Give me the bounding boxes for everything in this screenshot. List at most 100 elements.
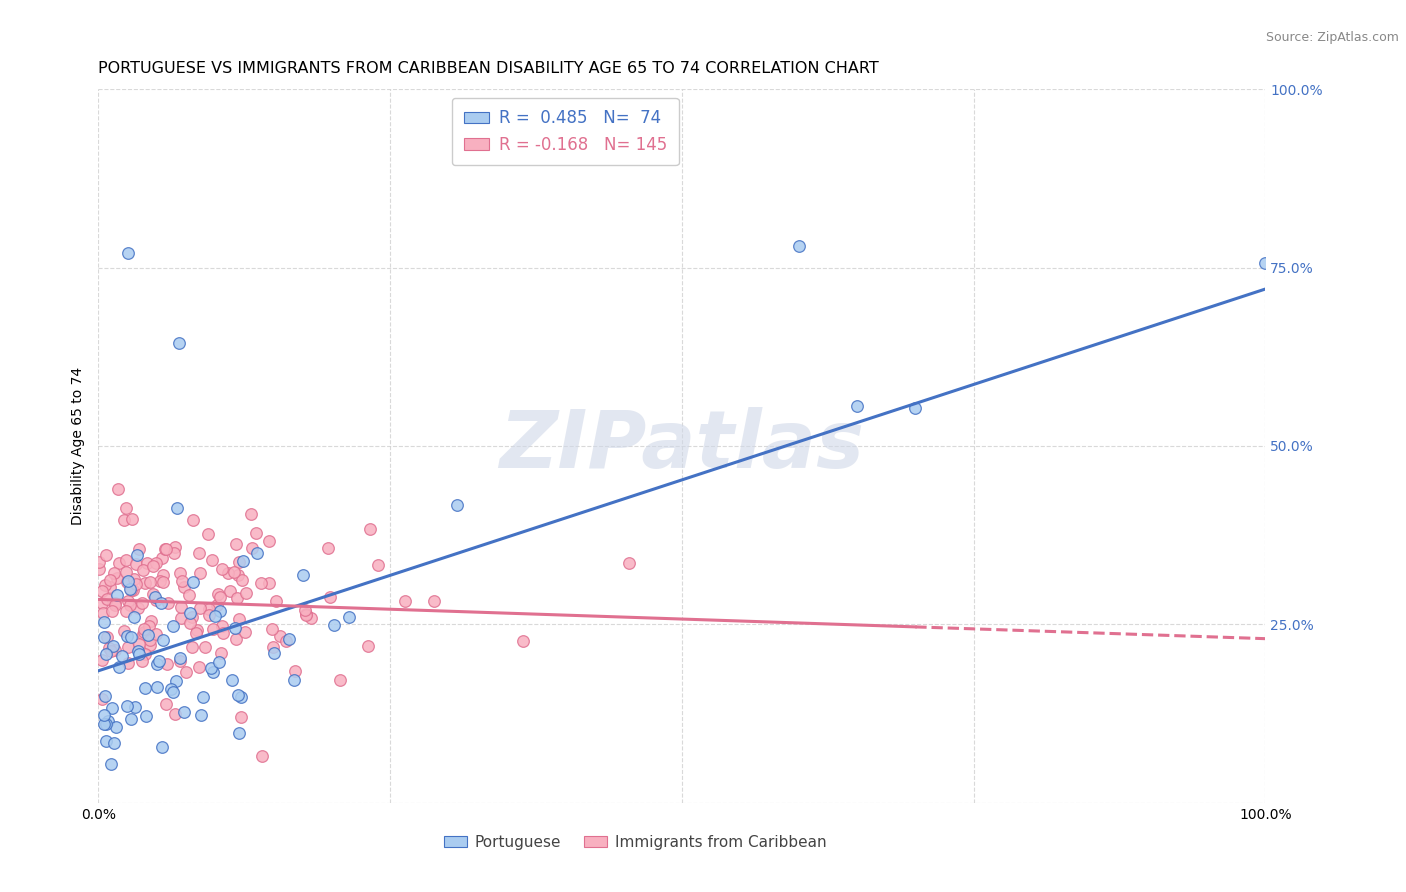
Point bbox=[149, 596, 172, 610]
Point bbox=[98, 573, 121, 587]
Point bbox=[149, 574, 172, 589]
Point bbox=[204, 609, 226, 624]
Point bbox=[231, 690, 253, 705]
Point bbox=[173, 580, 195, 594]
Point bbox=[207, 587, 229, 601]
Point bbox=[94, 689, 117, 703]
Point bbox=[107, 556, 129, 570]
Point bbox=[337, 610, 360, 624]
Point bbox=[117, 594, 139, 608]
Point bbox=[228, 555, 250, 569]
Point bbox=[277, 632, 299, 646]
Point bbox=[184, 626, 207, 640]
Point bbox=[145, 627, 167, 641]
Point bbox=[128, 637, 150, 651]
Point bbox=[226, 591, 249, 605]
Point bbox=[512, 634, 534, 648]
Point bbox=[846, 400, 869, 414]
Point bbox=[132, 625, 155, 640]
Point bbox=[219, 583, 242, 598]
Point bbox=[121, 511, 143, 525]
Point bbox=[211, 562, 233, 576]
Point bbox=[226, 688, 249, 702]
Point bbox=[93, 716, 115, 731]
Point bbox=[93, 615, 115, 629]
Point bbox=[115, 500, 138, 515]
Point bbox=[89, 555, 111, 569]
Point bbox=[205, 598, 228, 612]
Point bbox=[152, 574, 174, 589]
Point bbox=[104, 643, 127, 657]
Point bbox=[96, 630, 118, 644]
Point bbox=[115, 604, 138, 618]
Point bbox=[228, 612, 250, 626]
Point bbox=[169, 651, 191, 665]
Point bbox=[136, 556, 159, 570]
Point bbox=[167, 335, 190, 350]
Point bbox=[186, 624, 208, 638]
Point bbox=[212, 625, 235, 640]
Point bbox=[100, 757, 122, 772]
Point bbox=[194, 640, 217, 654]
Point bbox=[96, 734, 118, 748]
Point bbox=[177, 588, 200, 602]
Point bbox=[96, 591, 118, 606]
Point bbox=[128, 542, 150, 557]
Text: ZIPatlas: ZIPatlas bbox=[499, 407, 865, 485]
Point bbox=[142, 558, 165, 573]
Point bbox=[328, 673, 350, 688]
Point bbox=[180, 640, 202, 654]
Point bbox=[224, 621, 246, 635]
Point bbox=[318, 590, 340, 604]
Point bbox=[98, 580, 121, 594]
Point bbox=[104, 596, 127, 610]
Point bbox=[139, 615, 162, 629]
Point bbox=[105, 720, 128, 734]
Point bbox=[228, 726, 250, 740]
Point bbox=[163, 546, 186, 560]
Point bbox=[200, 661, 222, 675]
Point bbox=[100, 644, 122, 658]
Point bbox=[132, 622, 155, 636]
Point bbox=[233, 625, 256, 640]
Point bbox=[191, 690, 214, 704]
Point bbox=[120, 630, 142, 644]
Point bbox=[264, 594, 287, 608]
Point bbox=[250, 749, 273, 764]
Point bbox=[246, 546, 269, 560]
Point bbox=[179, 615, 201, 630]
Point bbox=[208, 655, 231, 669]
Point bbox=[103, 566, 125, 581]
Point bbox=[90, 692, 112, 706]
Point bbox=[117, 574, 139, 589]
Point bbox=[359, 522, 381, 536]
Point bbox=[115, 552, 138, 566]
Point bbox=[131, 654, 153, 668]
Point bbox=[104, 598, 127, 612]
Point bbox=[155, 697, 177, 711]
Point bbox=[94, 578, 117, 592]
Point bbox=[165, 707, 187, 722]
Point bbox=[187, 546, 209, 560]
Point bbox=[131, 596, 153, 610]
Point bbox=[188, 600, 211, 615]
Point bbox=[134, 575, 156, 590]
Point bbox=[263, 646, 285, 660]
Point bbox=[97, 714, 120, 728]
Point bbox=[156, 657, 179, 672]
Point bbox=[357, 639, 380, 653]
Point bbox=[226, 568, 249, 582]
Point bbox=[155, 541, 177, 556]
Point bbox=[165, 673, 187, 688]
Point bbox=[190, 707, 212, 722]
Point bbox=[181, 513, 204, 527]
Point bbox=[105, 589, 128, 603]
Point bbox=[138, 574, 160, 589]
Point bbox=[239, 507, 262, 521]
Point bbox=[122, 573, 145, 587]
Point bbox=[299, 610, 322, 624]
Point bbox=[142, 587, 165, 601]
Point bbox=[262, 640, 284, 655]
Point bbox=[446, 498, 468, 512]
Point bbox=[202, 622, 225, 636]
